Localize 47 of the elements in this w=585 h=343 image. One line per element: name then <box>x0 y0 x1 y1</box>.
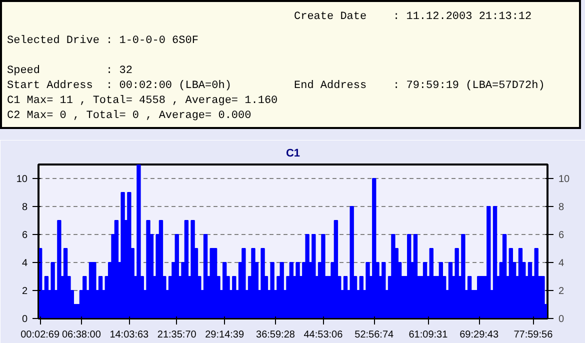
bar <box>260 248 265 318</box>
text: Speed : 32 <box>7 64 132 79</box>
x-tick-label: 44:53:06 <box>304 330 344 340</box>
x-tick-label: 29:14:39 <box>205 330 245 340</box>
text: C2 Max= 0 , Total= 0 , Average= 0.000 <box>7 109 252 124</box>
y2-tick-label: 0 <box>558 314 564 325</box>
bar <box>461 234 466 318</box>
bar <box>57 220 62 318</box>
x-tick-label: 21:35:70 <box>157 330 197 340</box>
bar <box>242 248 246 318</box>
y2-tick-label: 10 <box>558 174 570 185</box>
bar <box>190 220 195 318</box>
x-tick-label: 36:59:28 <box>256 330 296 340</box>
y-tick-label: 2 <box>22 286 28 297</box>
y2-tick-label: 2 <box>558 286 564 297</box>
x-tick-label: 61:09:31 <box>408 330 448 340</box>
text: End Address : 79:59:19 (LBA=57D72h) <box>294 79 545 94</box>
y2-tick-label: 4 <box>558 258 564 269</box>
bar <box>454 248 459 318</box>
bar <box>312 234 316 318</box>
x-tick-label: 77:59:56 <box>514 330 554 340</box>
y2-tick-label: 6 <box>558 230 564 241</box>
y-tick-label: 4 <box>22 258 28 269</box>
text: C1 Max= 11 , Total= 4558 , Average= 1.160 <box>7 94 278 109</box>
x-tick-label: 00:02:69 <box>20 330 60 340</box>
bar <box>127 192 132 318</box>
chart-title: C1 <box>286 148 300 160</box>
bar <box>321 234 326 318</box>
x-tick-label: 52:56:74 <box>354 330 394 340</box>
y-tick-label: 8 <box>22 202 28 213</box>
x-tick-label: 14:03:63 <box>110 330 150 340</box>
text: Start Address : 00:02:00 (LBA=0h) <box>7 79 232 94</box>
bar <box>50 262 55 318</box>
bar <box>305 234 310 318</box>
y-tick-label: 6 <box>22 230 28 241</box>
x-tick-label: 06:38:00 <box>62 330 102 340</box>
y2-tick-label: 8 <box>558 202 564 213</box>
bar <box>382 262 386 318</box>
bar <box>136 164 141 318</box>
y-tick-label: 10 <box>16 174 28 185</box>
y-tick-label: 0 <box>22 314 28 325</box>
text: Selected Drive : 1-0-0-0 6S0F <box>7 34 198 49</box>
bar <box>92 262 96 318</box>
text: Create Date : 11.12.2003 21:13:12 <box>294 10 532 25</box>
bar <box>540 276 545 318</box>
x-tick-label: 69:29:43 <box>460 330 500 340</box>
bar <box>270 262 274 318</box>
